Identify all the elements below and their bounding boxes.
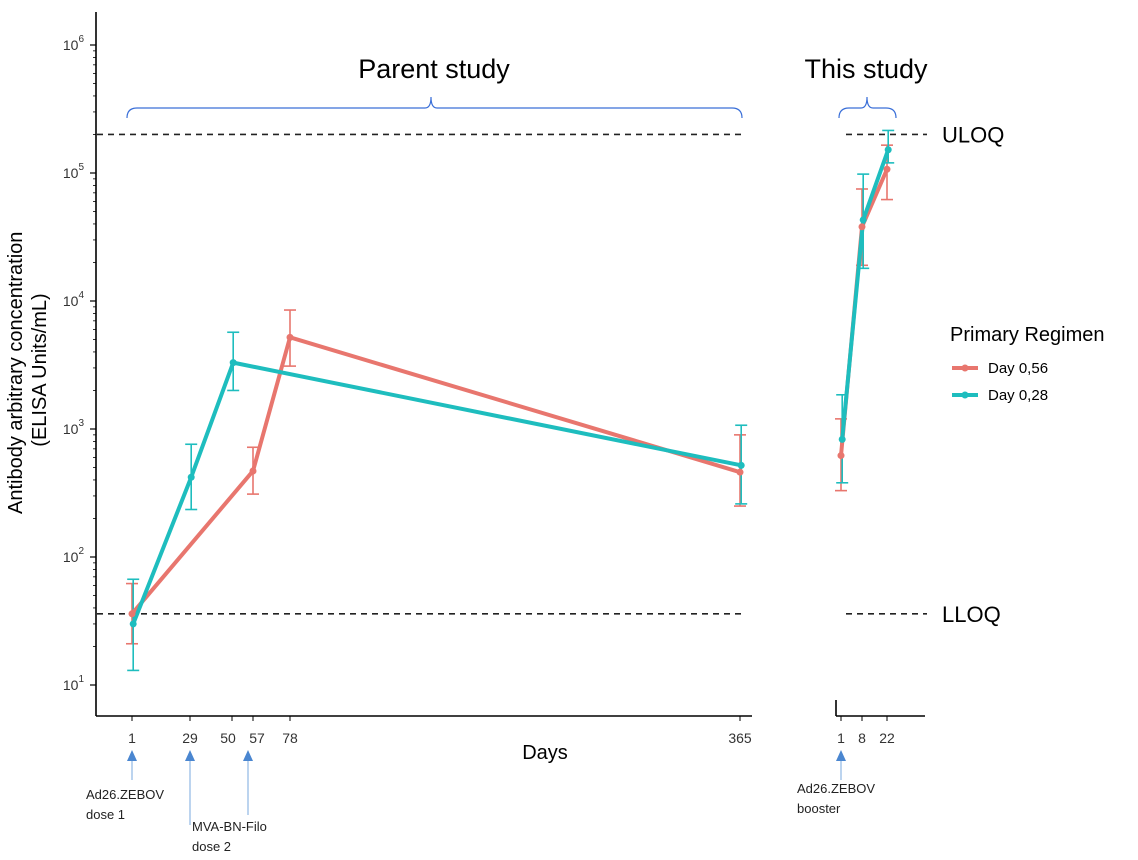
- data-point: [249, 467, 257, 475]
- annotation-label: booster: [797, 801, 841, 816]
- data-point: [859, 216, 867, 224]
- x-tick-label: 8: [858, 730, 866, 746]
- data-point: [737, 461, 745, 469]
- data-point: [883, 165, 891, 173]
- series-line: [840, 147, 891, 442]
- legend-title: Primary Regimen: [950, 324, 1104, 346]
- legend-layer: Primary Regimen Day 0,56 Day 0,28: [950, 324, 1104, 404]
- data-point: [736, 468, 744, 476]
- y-tick-label: 104: [63, 290, 85, 309]
- data-point: [128, 610, 136, 618]
- reference-lines-layer: ULOQ LLOQ: [97, 122, 1004, 627]
- data-point: [229, 359, 237, 367]
- brackets-layer: Parent study This study: [126, 54, 928, 119]
- series-line: [131, 360, 744, 626]
- legend-marker: [961, 364, 969, 372]
- annotation-label: MVA-BN-Filo: [192, 819, 267, 834]
- x-axis-title: Days: [522, 742, 568, 764]
- y-tick-label: 102: [63, 546, 85, 565]
- annotation-arrow-head: [185, 750, 195, 761]
- y-tick-label: 105: [63, 162, 85, 181]
- series-lines-layer: [130, 147, 891, 626]
- y-tick-label: 101: [63, 674, 85, 693]
- annotations-layer: Ad26.ZEBOV dose 1 MVA-BN-Filo dose 2 Ad26.ZE…: [86, 750, 875, 854]
- points-layer: [128, 146, 892, 628]
- data-point: [129, 620, 137, 628]
- panel-title-1: Parent study: [358, 54, 510, 84]
- data-point: [837, 452, 845, 460]
- axes-layer: [95, 12, 925, 717]
- x-tick-label: 365: [728, 730, 752, 746]
- annotation-label: Ad26.ZEBOV: [86, 787, 164, 802]
- legend-label: Day 0,56: [988, 360, 1048, 377]
- ref-label-lloq: LLOQ: [942, 602, 1001, 627]
- data-point: [286, 333, 294, 341]
- legend-marker: [961, 391, 969, 399]
- series-line: [130, 335, 742, 616]
- data-point: [884, 146, 892, 154]
- x-tick-label: 29: [182, 730, 198, 746]
- x-tick-label: 57: [249, 730, 265, 746]
- annotation-arrow-head: [127, 750, 137, 761]
- x-tick-label: 50: [220, 730, 236, 746]
- data-point: [838, 435, 846, 443]
- y-axis-title: Antibody arbitrary concentration (ELISA …: [5, 226, 51, 514]
- x-tick-label: 1: [128, 730, 136, 746]
- x-tick-label: 22: [879, 730, 895, 746]
- error-bars-layer: [126, 129, 895, 672]
- ref-label-uloq: ULOQ: [942, 122, 1004, 147]
- x-tick-label: 1: [837, 730, 845, 746]
- data-point: [187, 473, 195, 481]
- y-axis-title-line1: Antibody arbitrary concentration: [5, 232, 27, 514]
- x-tick-label: 78: [282, 730, 298, 746]
- annotation-label: dose 2: [192, 839, 231, 854]
- bracket-1: [126, 96, 743, 119]
- legend-label: Day 0,28: [988, 387, 1048, 404]
- annotation-label: Ad26.ZEBOV: [797, 781, 875, 796]
- y-tick-label: 106: [63, 34, 85, 53]
- annotation-arrow-head: [836, 750, 846, 761]
- annotation-label: dose 1: [86, 807, 125, 822]
- y-axis-title-line2: (ELISA Units/mL): [29, 293, 51, 446]
- bracket-2: [838, 96, 897, 119]
- data-point: [858, 223, 866, 231]
- y-tick-label: 103: [63, 418, 85, 437]
- panel-title-2: This study: [804, 54, 928, 84]
- annotation-arrow-head: [243, 750, 253, 761]
